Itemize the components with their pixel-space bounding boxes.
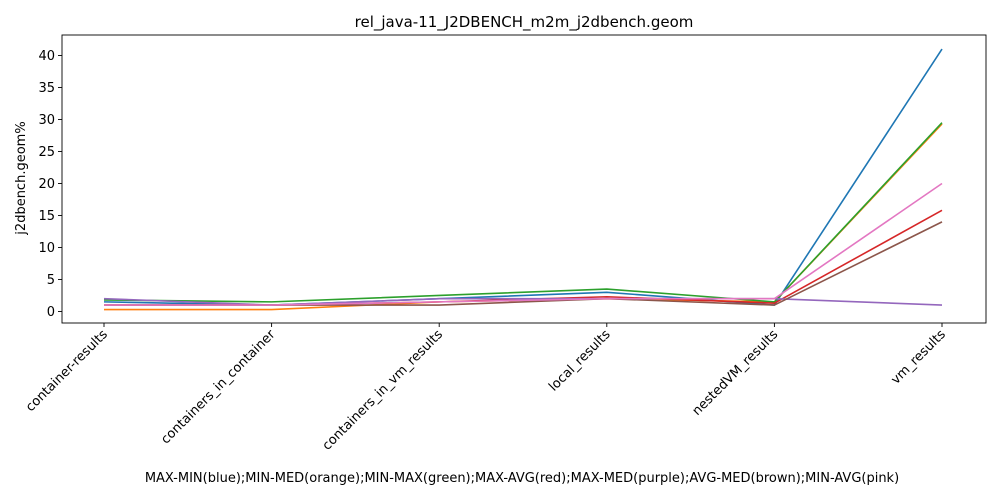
chart-title: rel_java-11_J2DBENCH_m2m_j2dbench.geom xyxy=(355,13,694,32)
y-tick-label: 20 xyxy=(38,177,55,192)
series-line-1 xyxy=(104,123,943,311)
x-tick-label: container-results xyxy=(23,327,111,415)
y-tick-label: 15 xyxy=(38,209,55,224)
plot-area: 0 5 10 15 20 25 30 35 40 container-results contain… xyxy=(23,34,987,454)
x-tick-label: local_results xyxy=(546,327,614,395)
series-line-0 xyxy=(103,48,943,306)
x-tick-label: vm_results xyxy=(888,327,949,388)
y-tick-label: 5 xyxy=(47,273,55,288)
y-tick-label: 0 xyxy=(47,305,55,320)
x-axis-label: MAX-MIN(blue);MIN-MED(orange);MIN-MAX(gr… xyxy=(145,471,899,486)
x-tick-label: containers_in_vm_results xyxy=(320,327,446,453)
y-tick-label: 40 xyxy=(38,49,55,64)
series-line-6 xyxy=(104,182,943,306)
x-tick-label: containers_in_container xyxy=(158,327,279,448)
y-axis-label: j2dbench.geom% xyxy=(14,121,29,235)
y-tick-label: 30 xyxy=(38,113,55,128)
y-tick-label: 35 xyxy=(38,81,55,96)
x-tick-label: nestedVM_results xyxy=(690,327,782,419)
y-tick-label: 25 xyxy=(38,145,55,160)
series-line-2 xyxy=(103,122,943,303)
series-line-4 xyxy=(103,297,943,306)
y-tick-label: 10 xyxy=(38,241,55,256)
axes-frame xyxy=(61,34,987,324)
